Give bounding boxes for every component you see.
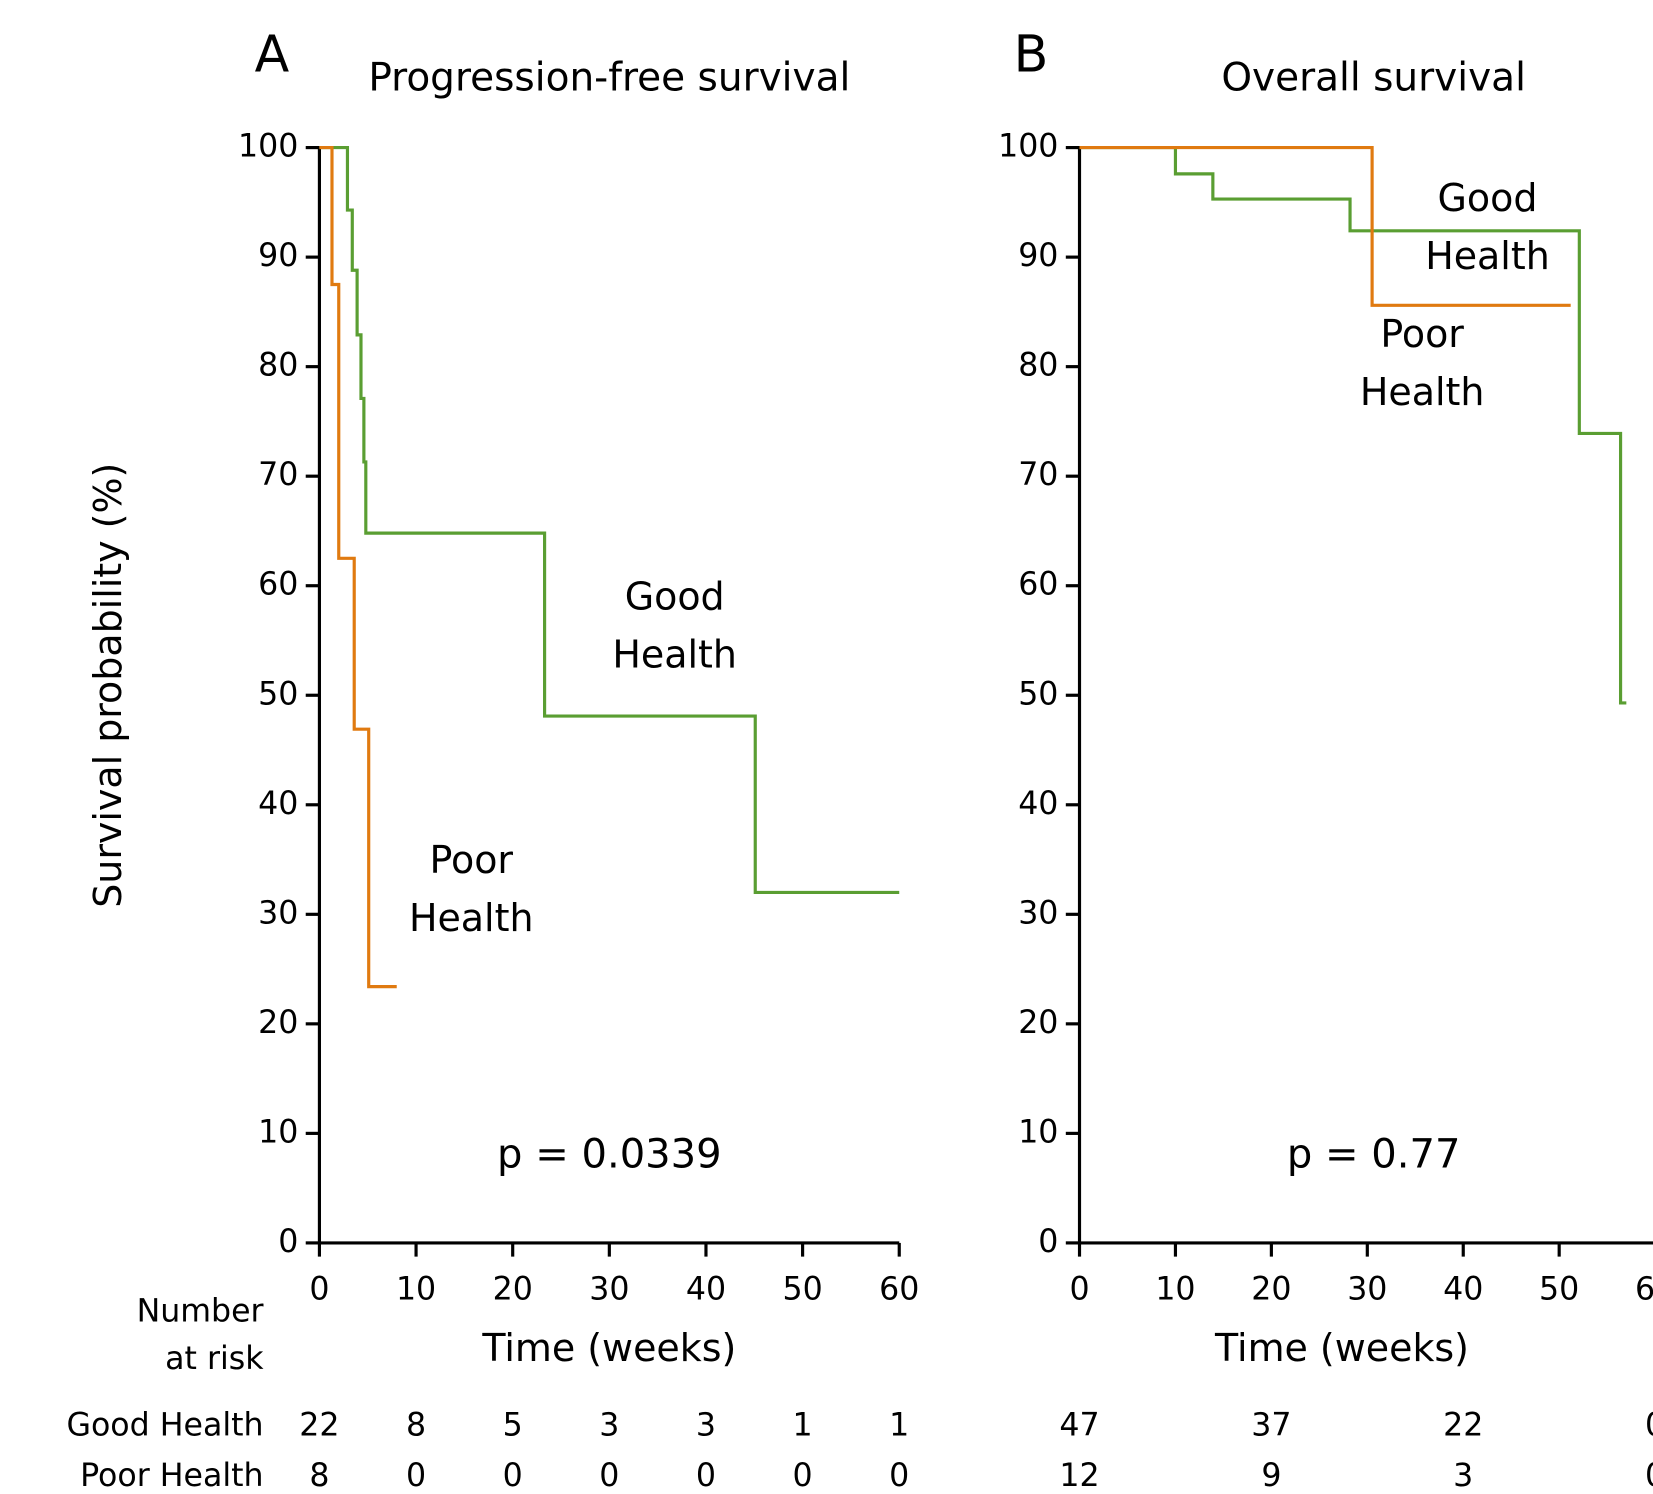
y-tick-label: 70 (258, 457, 298, 493)
risk-count: 5 (503, 1407, 523, 1443)
y-axis-label: Survival probability (%) (86, 463, 130, 908)
risk-count: 8 (406, 1407, 426, 1443)
y-tick-label: 40 (258, 786, 298, 822)
survival-curve (1079, 146, 1571, 307)
y-tick-label: 30 (1018, 895, 1058, 931)
y-tick-label: 60 (1018, 567, 1058, 603)
x-tick-label: 30 (589, 1271, 629, 1307)
risk-table-title: Number (137, 1293, 264, 1329)
curve-label: Health (1360, 370, 1485, 414)
risk-count: 0 (696, 1458, 716, 1494)
risk-count: 0 (1645, 1407, 1653, 1443)
x-tick-label: 0 (1069, 1271, 1089, 1307)
risk-count: 1 (889, 1407, 909, 1443)
y-tick-label: 90 (258, 238, 298, 274)
y-tick-label: 0 (278, 1224, 298, 1260)
curve-label: Poor (429, 838, 513, 882)
y-tick-label: 50 (1018, 676, 1058, 712)
risk-count: 0 (793, 1458, 813, 1494)
panel-label: B (1014, 24, 1049, 83)
risk-count: 8 (309, 1458, 329, 1494)
risk-count: 22 (1443, 1407, 1483, 1443)
panel-label: A (255, 24, 290, 83)
survival-curve (319, 146, 397, 989)
y-tick-label: 20 (1018, 1005, 1058, 1041)
risk-count: 0 (1645, 1458, 1653, 1494)
curve-label: Health (1425, 234, 1550, 278)
x-tick-label: 60 (879, 1271, 919, 1307)
survival-curve (319, 146, 900, 894)
x-tick-label: 10 (1155, 1271, 1195, 1307)
x-tick-label: 60 (1635, 1271, 1653, 1307)
y-tick-label: 30 (258, 895, 298, 931)
chart-title: Progression-free survival (368, 56, 850, 101)
y-tick-label: 80 (258, 348, 298, 384)
risk-row-label: Good Health (66, 1407, 263, 1443)
x-tick-label: 10 (396, 1271, 436, 1307)
x-axis-label: Time (weeks) (1214, 1326, 1469, 1370)
risk-count: 0 (599, 1458, 619, 1494)
x-tick-label: 20 (493, 1271, 533, 1307)
risk-count: 9 (1261, 1458, 1281, 1494)
risk-count: 3 (696, 1407, 716, 1443)
y-tick-label: 70 (1018, 457, 1058, 493)
risk-count: 0 (889, 1458, 909, 1494)
x-tick-label: 40 (1443, 1271, 1483, 1307)
risk-count: 3 (599, 1407, 619, 1443)
risk-count: 0 (503, 1458, 523, 1494)
risk-table-title: at risk (165, 1341, 264, 1377)
y-tick-label: 80 (1018, 348, 1058, 384)
y-tick-label: 100 (238, 129, 298, 165)
y-tick-label: 50 (258, 676, 298, 712)
risk-count: 1 (793, 1407, 813, 1443)
x-axis-label: Time (weeks) (481, 1326, 736, 1370)
survival-curve (1079, 146, 1627, 705)
curve-label: Good (1438, 176, 1538, 220)
y-tick-label: 100 (998, 129, 1058, 165)
y-tick-label: 10 (258, 1114, 298, 1150)
x-tick-label: 50 (1539, 1271, 1579, 1307)
risk-count: 12 (1059, 1458, 1099, 1494)
y-tick-label: 0 (1038, 1224, 1058, 1260)
x-tick-label: 40 (686, 1271, 726, 1307)
curve-label: Good (625, 574, 725, 618)
y-tick-label: 20 (258, 1005, 298, 1041)
p-value: p = 0.0339 (497, 1131, 722, 1177)
curve-label: Health (612, 632, 737, 676)
x-tick-label: 0 (309, 1271, 329, 1307)
risk-row-label: Poor Health (80, 1458, 263, 1494)
y-tick-label: 90 (1018, 238, 1058, 274)
risk-count: 0 (406, 1458, 426, 1494)
y-tick-label: 60 (258, 567, 298, 603)
y-tick-label: 40 (1018, 786, 1058, 822)
x-tick-label: 30 (1347, 1271, 1387, 1307)
curve-label: Health (409, 896, 534, 940)
risk-count: 22 (299, 1407, 339, 1443)
x-tick-label: 50 (782, 1271, 822, 1307)
risk-count: 37 (1251, 1407, 1291, 1443)
risk-count: 3 (1453, 1458, 1473, 1494)
chart-title: Overall survival (1221, 56, 1526, 101)
p-value: p = 0.77 (1287, 1131, 1461, 1177)
curve-label: Poor (1380, 312, 1464, 356)
risk-count: 47 (1059, 1407, 1099, 1443)
x-tick-label: 20 (1251, 1271, 1291, 1307)
y-tick-label: 10 (1018, 1114, 1058, 1150)
